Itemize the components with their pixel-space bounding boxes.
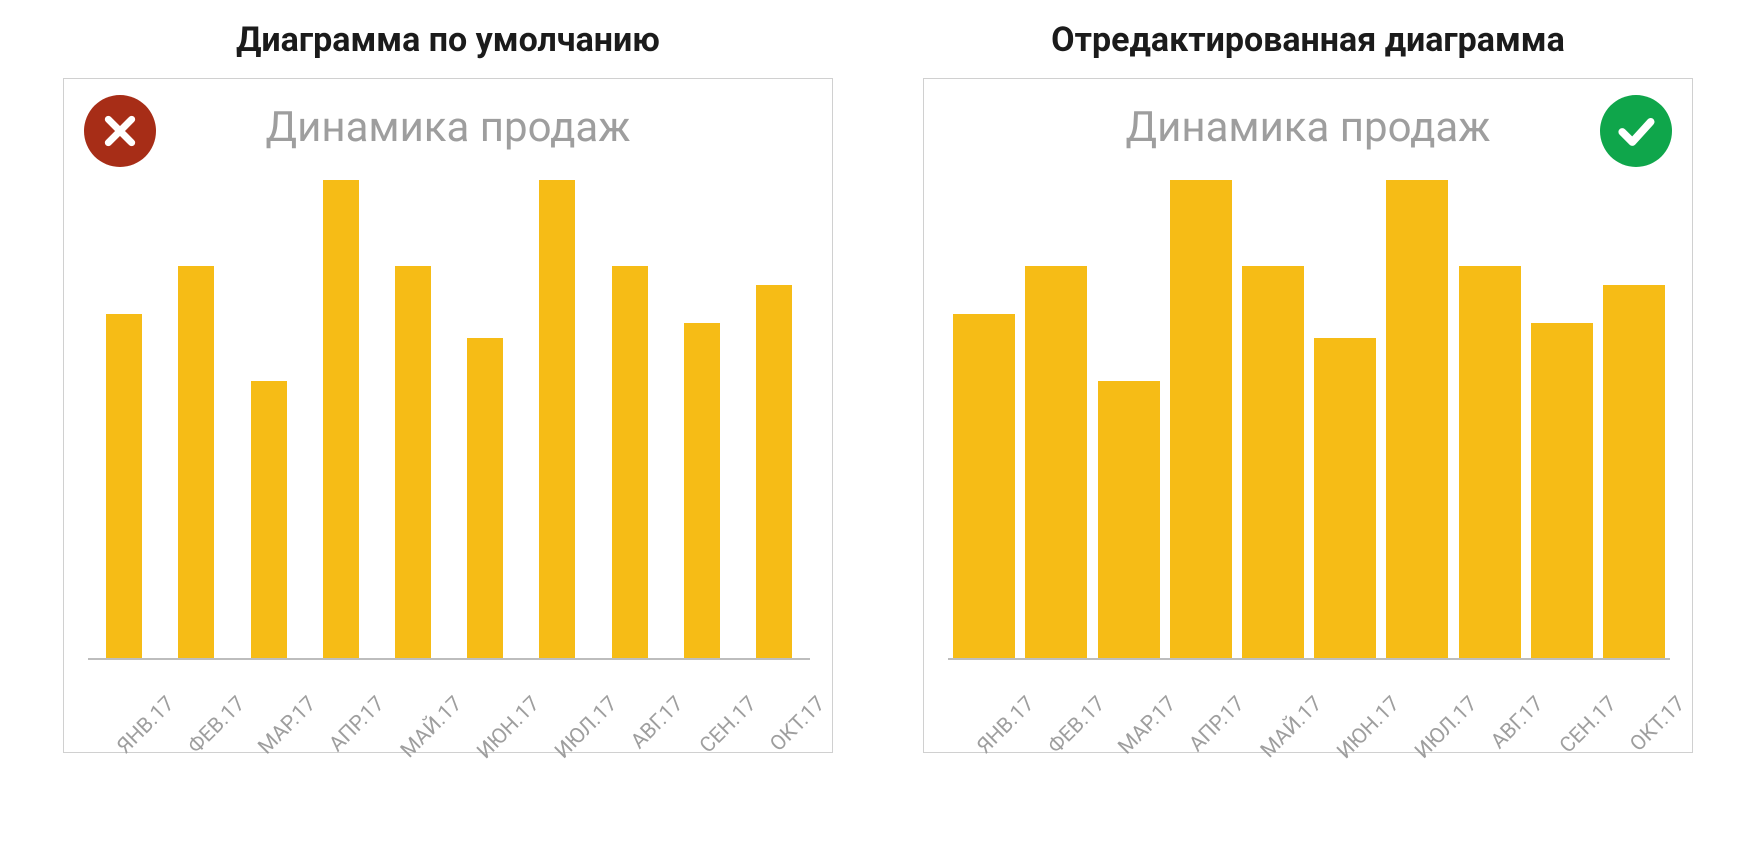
panel-default: Диаграмма по умолчанию Динамика продаж Я… <box>63 20 833 753</box>
bar <box>1386 180 1448 658</box>
bar-slot <box>1598 285 1670 658</box>
x-label: ОКТ.17 <box>765 692 830 757</box>
bar <box>1314 338 1376 658</box>
bar <box>1170 180 1232 658</box>
bar-slot <box>1526 323 1598 658</box>
bar-slot <box>1020 266 1092 658</box>
comparison-page: Диаграмма по умолчанию Динамика продаж Я… <box>0 0 1756 793</box>
bar <box>323 180 359 658</box>
bar-slot <box>305 180 377 658</box>
bar-slot <box>160 266 232 658</box>
bar-slot <box>1165 180 1237 658</box>
bar <box>684 323 720 658</box>
panel-edited-heading: Отредактированная диаграмма <box>1051 20 1565 60</box>
bar <box>467 338 503 658</box>
bar-slot <box>666 323 738 658</box>
bars-edited <box>948 180 1670 658</box>
bar-slot <box>593 266 665 658</box>
bar-slot <box>1237 266 1309 658</box>
bar <box>756 285 792 658</box>
plot-area-edited <box>948 180 1670 660</box>
bar <box>612 266 648 658</box>
chart-title-edited: Динамика продаж <box>948 103 1668 152</box>
bar <box>1459 266 1521 658</box>
bar <box>251 381 287 658</box>
bar-slot <box>377 266 449 658</box>
bar <box>1242 266 1304 658</box>
bar <box>106 314 142 658</box>
bar-slot <box>738 285 810 658</box>
chart-title-default: Динамика продаж <box>88 103 808 152</box>
x-labels-edited: ЯНВ.17ФЕВ.17МАР.17АПР.17МАЙ.17ИЮН.17ИЮЛ.… <box>948 670 1670 740</box>
x-label-slot: ЯНВ.17 <box>948 670 1019 740</box>
bars-default <box>88 180 810 658</box>
bar-slot <box>1453 266 1525 658</box>
x-label: ОКТ.17 <box>1625 692 1690 757</box>
bar <box>953 314 1015 658</box>
bar <box>539 180 575 658</box>
bar-slot <box>232 381 304 658</box>
x-axis-default <box>88 658 810 660</box>
cross-icon <box>100 111 140 151</box>
bar <box>178 266 214 658</box>
bar-slot <box>1309 338 1381 658</box>
chart-card-default: Динамика продаж ЯНВ.17ФЕВ.17МАР.17АПР.17… <box>63 78 833 753</box>
x-label-slot: ЯНВ.17 <box>88 670 159 740</box>
panel-edited: Отредактированная диаграмма Динамика про… <box>923 20 1693 753</box>
x-axis-edited <box>948 658 1670 660</box>
chart-card-edited: Динамика продаж ЯНВ.17ФЕВ.17МАР.17АПР.17… <box>923 78 1693 753</box>
status-badge-bad <box>84 95 156 167</box>
bar <box>1603 285 1665 658</box>
bar-slot <box>1092 381 1164 658</box>
bar-slot <box>948 314 1020 658</box>
plot-area-default <box>88 180 810 660</box>
bar-slot <box>521 180 593 658</box>
x-labels-default: ЯНВ.17ФЕВ.17МАР.17АПР.17МАЙ.17ИЮН.17ИЮЛ.… <box>88 670 810 740</box>
bar <box>395 266 431 658</box>
check-icon <box>1614 109 1658 153</box>
bar <box>1531 323 1593 658</box>
bar-slot <box>449 338 521 658</box>
bar <box>1025 266 1087 658</box>
bar <box>1098 381 1160 658</box>
bar-slot <box>88 314 160 658</box>
status-badge-good <box>1600 95 1672 167</box>
bar-slot <box>1381 180 1453 658</box>
panel-default-heading: Диаграмма по умолчанию <box>236 20 660 60</box>
